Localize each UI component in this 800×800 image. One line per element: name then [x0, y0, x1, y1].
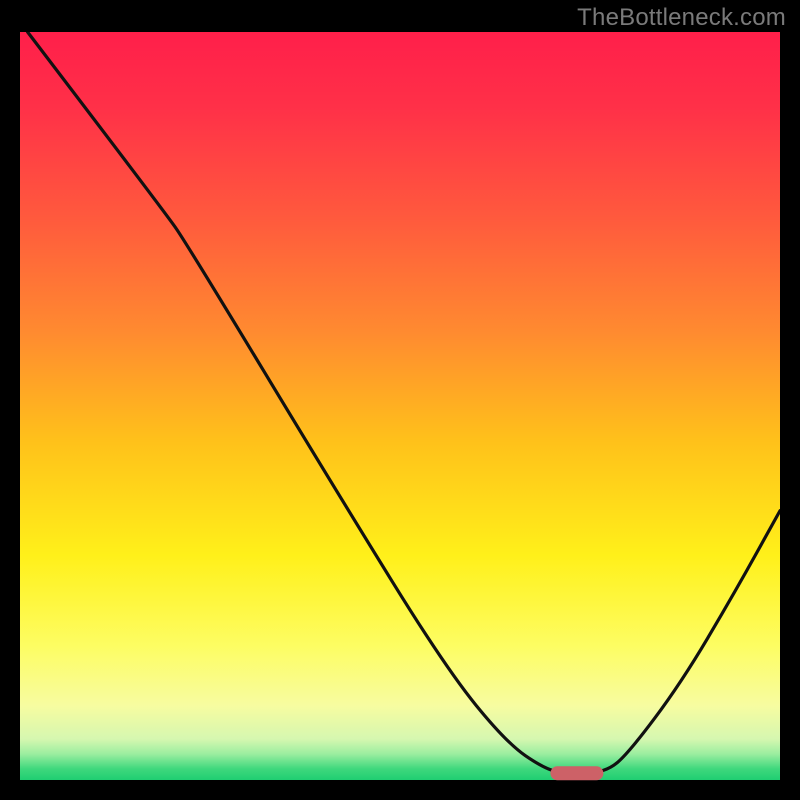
- plot-area: [20, 32, 780, 780]
- optimal-marker: [550, 767, 603, 780]
- chart-frame: TheBottleneck.com: [0, 0, 800, 800]
- watermark-text: TheBottleneck.com: [577, 4, 786, 32]
- bottleneck-curve: [20, 32, 780, 780]
